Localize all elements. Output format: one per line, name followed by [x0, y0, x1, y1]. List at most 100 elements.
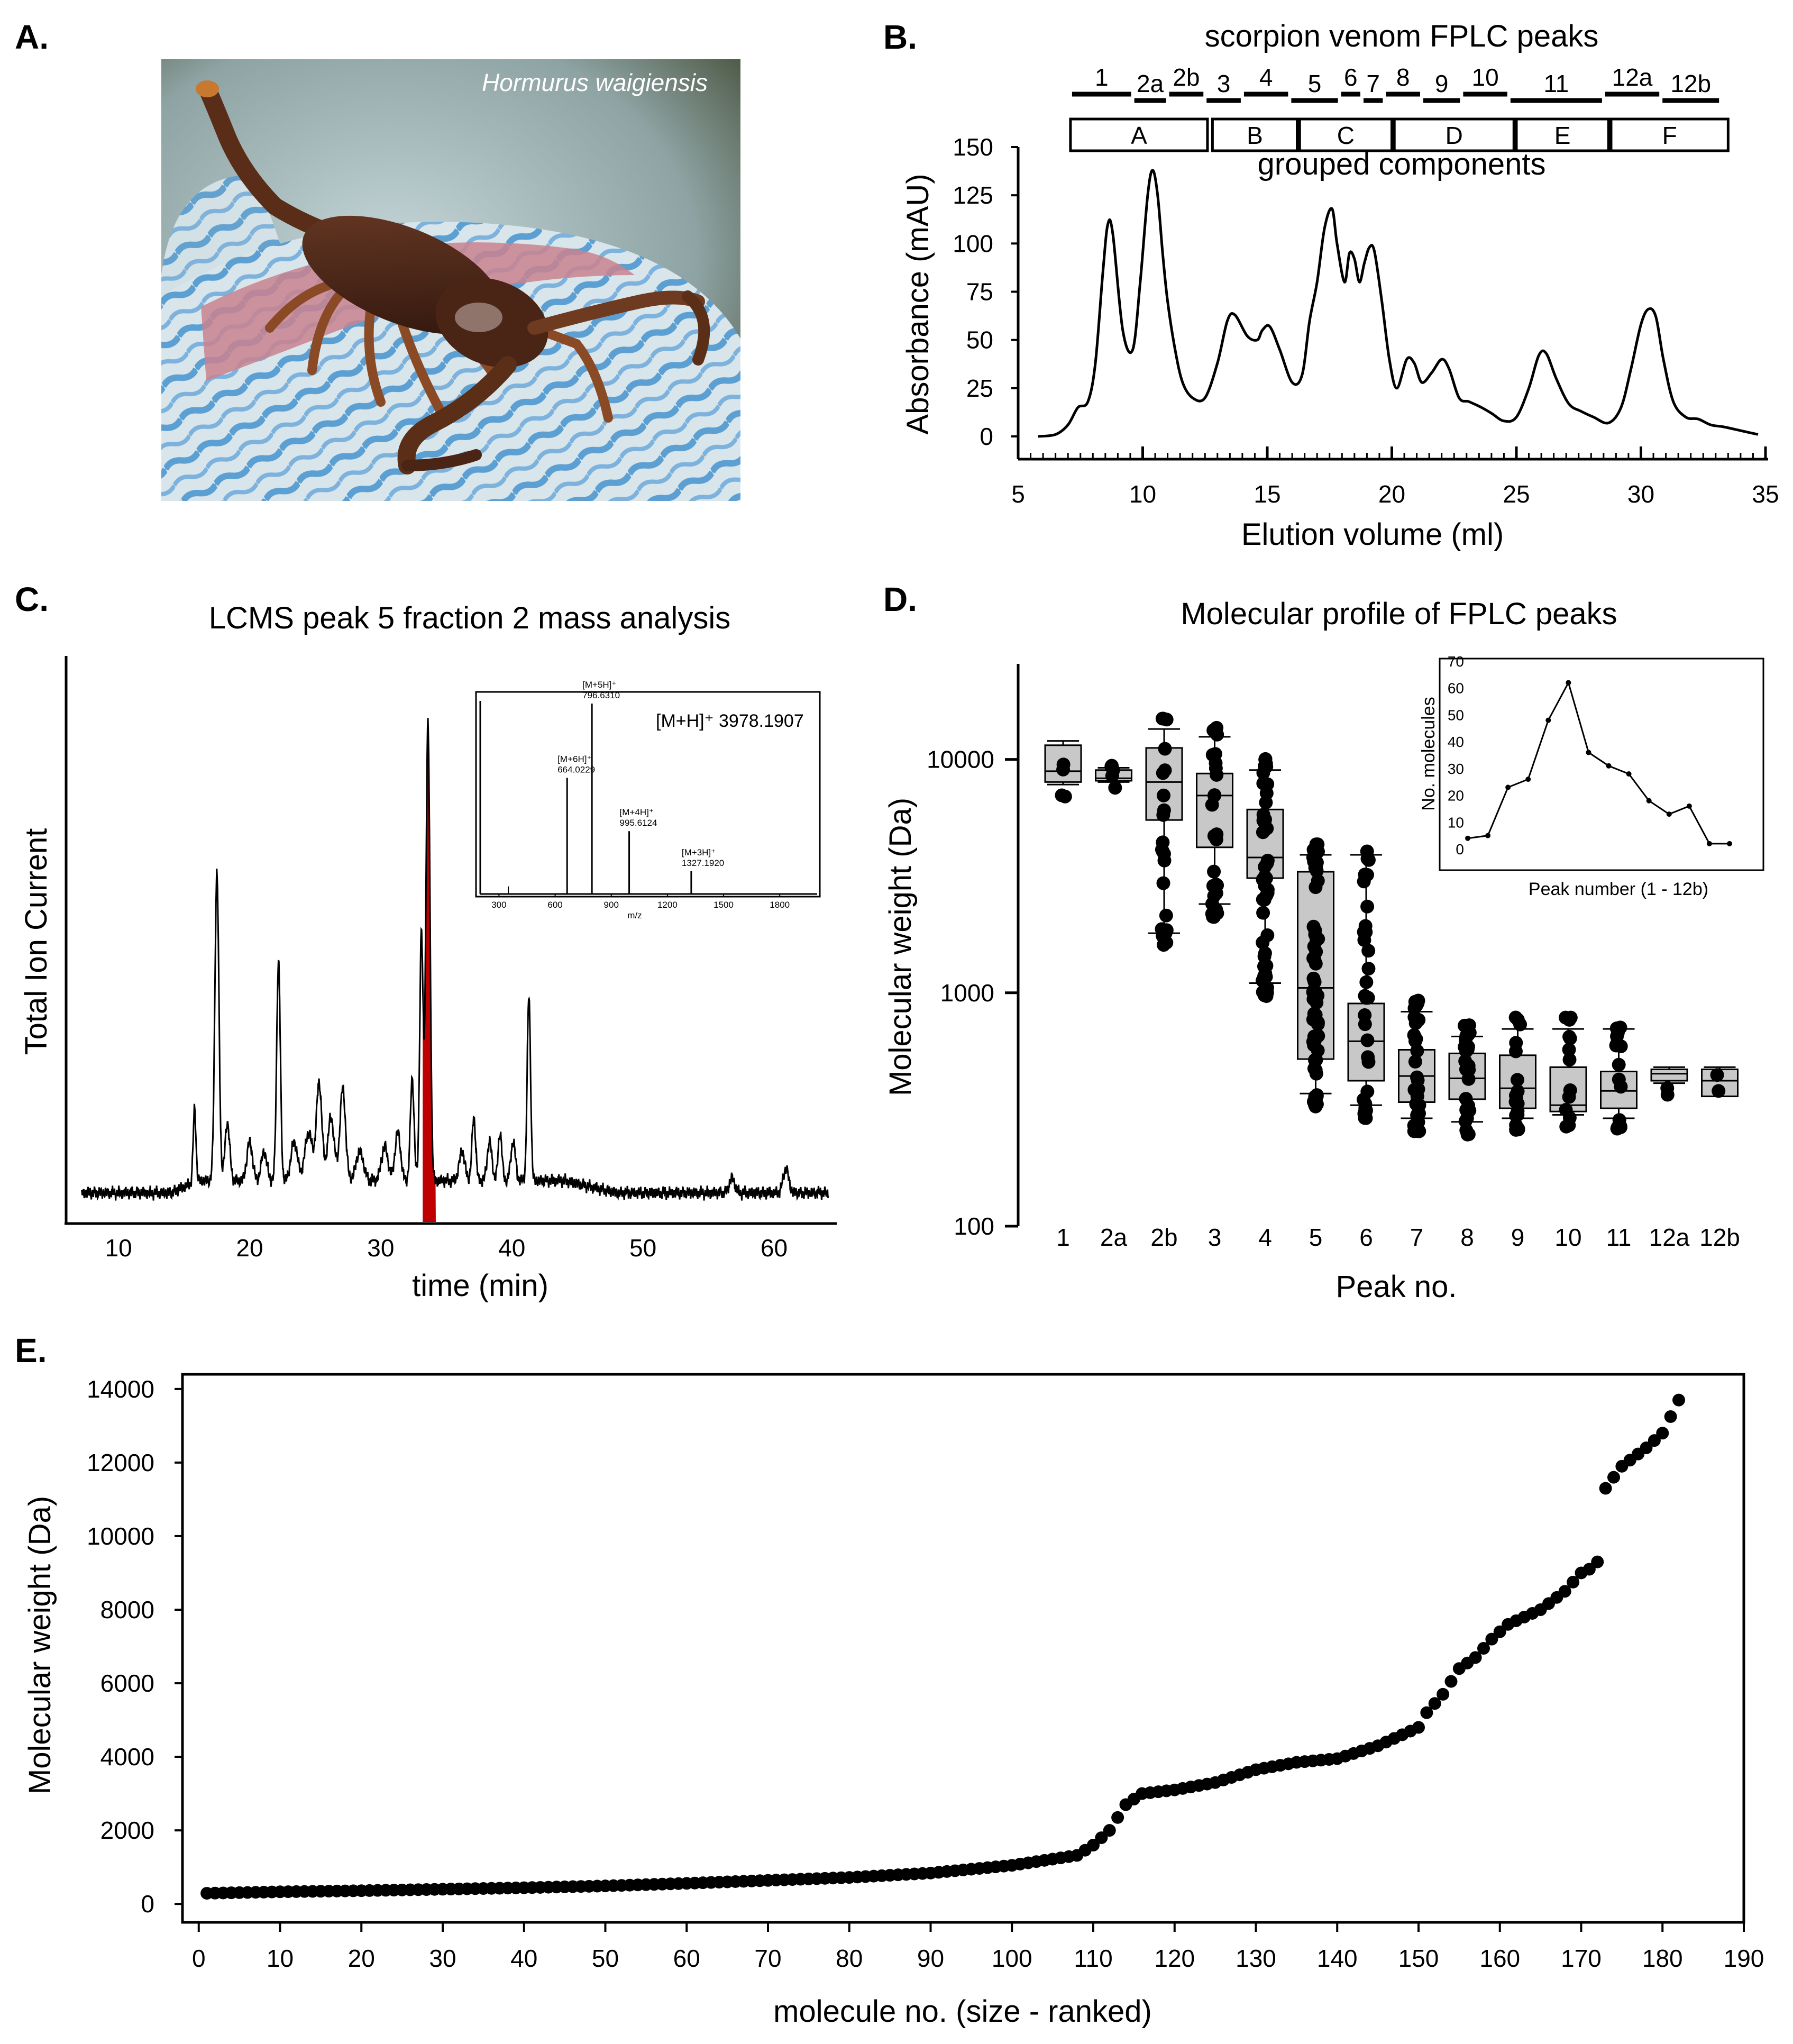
box-data-point [1310, 996, 1324, 1010]
ranked-data-point [1469, 1651, 1482, 1664]
ranked-y-tick-label: 14000 [87, 1375, 154, 1403]
profile-box-group [1095, 759, 1132, 795]
profile-x-tick-label: 12a [1649, 1224, 1690, 1251]
inset-count-point [1485, 833, 1491, 838]
profile-y-tick-label: 10000 [927, 746, 994, 773]
box-data-point [1612, 1057, 1626, 1072]
box-data-point [1510, 1073, 1524, 1087]
fplc-group-label: E [1554, 122, 1571, 149]
lcms-x-tick-label: 20 [236, 1234, 263, 1262]
ms-x-ticks: 300 600 900 1200 1500 1800 [491, 894, 790, 910]
profile-box-group [1549, 1010, 1587, 1134]
fplc-peak-labels: 1 2a 2b 3 4 5 6 7 8 9 10 11 12a 12b [1072, 63, 1719, 103]
box-data-point [1361, 1050, 1375, 1064]
box-data-point [1260, 882, 1275, 897]
ranked-weight-chart: 0 2000 4000 6000 8000 10000 12000 14000 0 10 20 30… [23, 1373, 1764, 2029]
box-data-point [1361, 991, 1375, 1005]
ranked-x-tick-label: 140 [1317, 1945, 1358, 1972]
box-data-point [1360, 1033, 1375, 1047]
ms-peak-ion: [M+6H]⁺ [557, 754, 591, 764]
ranked-x-tick-label: 90 [917, 1945, 944, 1972]
inset-x-axis-label: Peak number (1 - 12b) [1529, 879, 1708, 899]
fplc-peak-label: 2b [1173, 63, 1200, 91]
profile-x-tick-label: 4 [1258, 1224, 1272, 1251]
ranked-x-axis-label: molecule no. (size - ranked) [773, 1994, 1152, 2029]
ranked-data-point [1428, 1697, 1441, 1710]
inset-y-tick-label: 70 [1448, 653, 1464, 670]
inset-y-axis-label: No. molecules [1419, 697, 1439, 810]
box-iqr [1650, 1068, 1688, 1082]
fplc-chart: scorpion venom FPLC peaks 1 2a 2b 3 4 5 6 7 8 9 10… [901, 19, 1779, 552]
scorpion-photo: Hormurus waigiensis [161, 59, 740, 501]
box-data-point [1156, 711, 1170, 726]
box-data-point [1359, 975, 1374, 989]
lcms-x-tick-label: 40 [498, 1234, 525, 1262]
fplc-x-tick-label: 25 [1503, 480, 1530, 508]
panel-letter-c: C. [15, 580, 49, 618]
box-data-point [1563, 1010, 1578, 1025]
box-data-point [1562, 1118, 1576, 1133]
profile-y-tick-label: 100 [954, 1212, 994, 1240]
ranked-data-point [1582, 1563, 1596, 1576]
fplc-x-tick-label: 10 [1129, 480, 1156, 508]
box-data-point [1562, 1043, 1576, 1057]
inset-y-tick-label: 50 [1448, 707, 1464, 723]
panel-letter-e: E. [15, 1331, 47, 1370]
profile-box-group [1448, 1018, 1486, 1142]
fplc-peak-label: 5 [1308, 70, 1322, 97]
box-data-point [1407, 1083, 1422, 1097]
fplc-peak-label: 6 [1344, 63, 1358, 91]
panel-letter-b: B. [883, 18, 917, 56]
fplc-y-tick-label: 0 [980, 423, 993, 450]
box-data-point [1360, 899, 1375, 914]
profile-box-group [1196, 720, 1233, 924]
box-data-point [1360, 1084, 1375, 1099]
box-data-point [1459, 1062, 1473, 1076]
fplc-group-label: B [1247, 122, 1263, 149]
box-data-point [1311, 874, 1325, 888]
profile-y-axis-label: Molecular weight (Da) [883, 798, 918, 1096]
box-data-point [1257, 988, 1271, 1002]
ranked-data-point [1664, 1410, 1677, 1423]
profile-x-tick-label: 10 [1554, 1224, 1581, 1251]
lcms-x-tick-label: 50 [629, 1234, 656, 1262]
fplc-group-box [1211, 117, 1299, 152]
profile-y-tick-label: 1000 [940, 979, 994, 1007]
fplc-group-box [1609, 117, 1730, 152]
ms-x-tick-label: 600 [547, 900, 562, 910]
fplc-y-tick-label: 25 [966, 375, 993, 402]
fplc-peak-label: 10 [1472, 63, 1499, 91]
profile-box-group [1398, 993, 1435, 1138]
lcms-x-tick-label: 60 [761, 1234, 788, 1262]
box-data-point [1209, 756, 1223, 770]
box-data-point [1159, 908, 1173, 923]
box-data-point [1210, 827, 1224, 842]
box-data-point [1461, 1025, 1476, 1039]
box-data-point [1256, 935, 1270, 950]
fplc-groups-caption: grouped components [1258, 147, 1546, 181]
ranked-plot-frame [181, 1373, 1745, 1924]
fplc-y-ticks: 0 25 50 75 100 125 150 [953, 133, 1018, 450]
box-data-point [1609, 1038, 1623, 1053]
ranked-data-point [1599, 1482, 1612, 1495]
box-data-point [1259, 970, 1273, 984]
fplc-absorbance-trace [1038, 169, 1759, 438]
box-data-point [1311, 1029, 1325, 1043]
ranked-x-tick-label: 70 [754, 1945, 781, 1972]
ranked-data-point [1558, 1585, 1571, 1598]
box-data-point [1460, 1042, 1475, 1056]
profile-x-tick-label: 8 [1460, 1224, 1474, 1251]
panel-letter-d: D. [883, 580, 917, 618]
profile-x-tick-label: 11 [1606, 1224, 1632, 1251]
box-data-point [1511, 1108, 1525, 1122]
inset-count-point [1465, 835, 1470, 841]
inset-count-point [1606, 763, 1612, 769]
inset-count-points [1465, 680, 1732, 846]
box-data-point [1407, 1124, 1421, 1138]
box-data-point [1408, 1054, 1422, 1069]
ranked-y-tick-label: 4000 [100, 1743, 154, 1771]
fplc-y-tick-label: 100 [953, 230, 993, 257]
fplc-peak-label: 3 [1217, 70, 1231, 97]
ms-x-tick-label: 1200 [657, 900, 678, 910]
box-data-point [1361, 962, 1376, 976]
